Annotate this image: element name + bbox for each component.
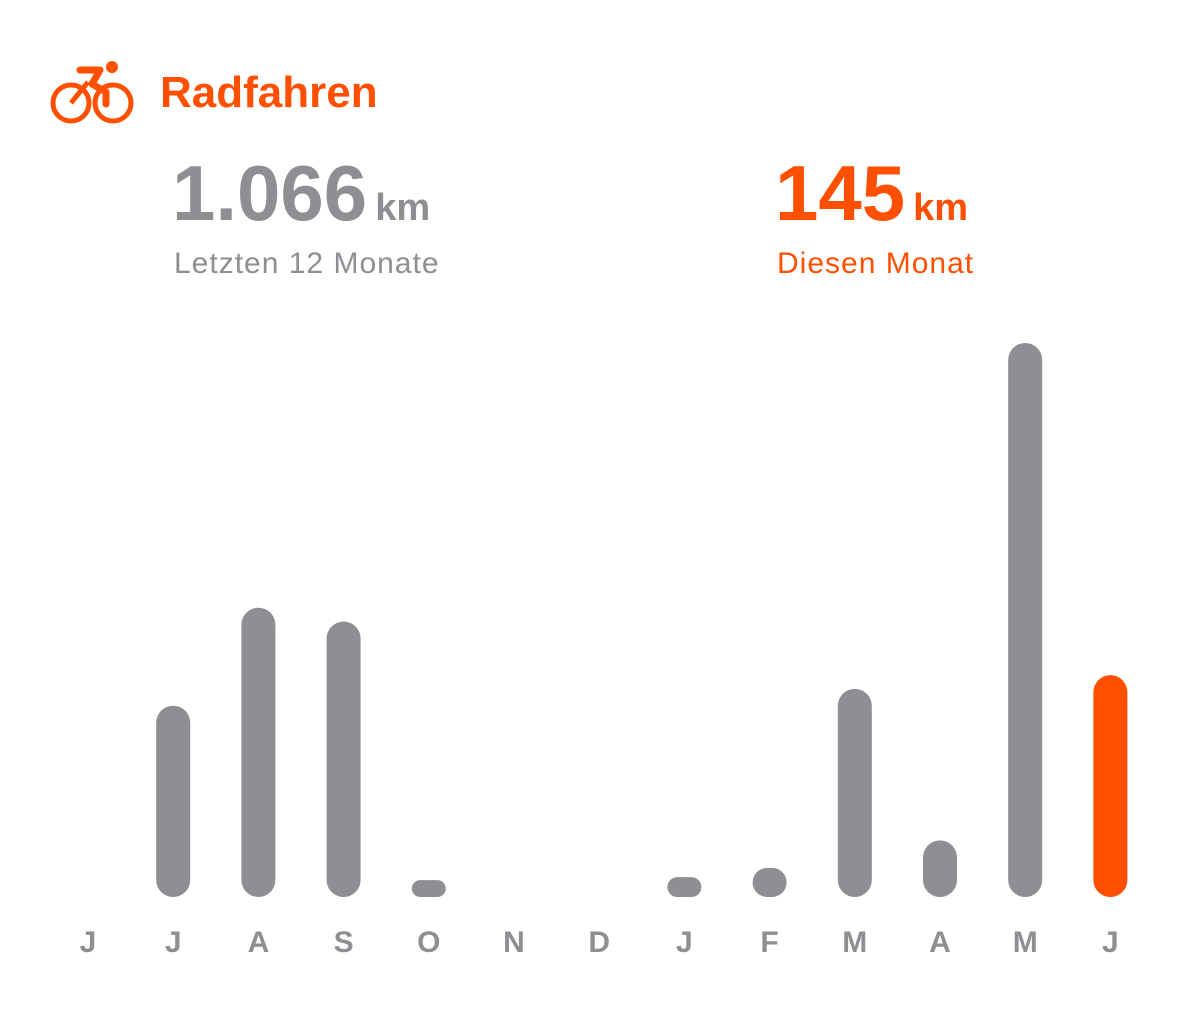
stat-number: 1.066	[172, 149, 367, 237]
stat-unit: km	[913, 187, 968, 229]
bar	[241, 607, 276, 897]
x-tick-label: M	[1013, 926, 1038, 959]
bar	[1008, 343, 1043, 897]
bar	[667, 877, 702, 897]
x-tick-label: F	[760, 926, 778, 959]
bar	[1093, 675, 1128, 897]
bar	[411, 880, 446, 897]
x-tick-label: M	[842, 926, 867, 959]
stat-unit: km	[375, 187, 430, 229]
title: Radfahren	[160, 68, 378, 117]
bar	[156, 705, 191, 897]
x-tick-label: A	[248, 926, 270, 959]
x-tick-label: A	[929, 926, 951, 959]
stat-number: 145	[775, 149, 905, 237]
x-tick-label: O	[417, 926, 440, 959]
bar	[752, 867, 787, 897]
x-tick-label: N	[503, 926, 525, 959]
x-tick-label: S	[334, 926, 354, 959]
stat-value: 145 km	[775, 149, 968, 237]
x-tick-label: J	[676, 926, 693, 959]
bar	[923, 840, 957, 897]
bar	[837, 688, 872, 897]
stat-value: 1.066 km	[172, 149, 430, 237]
x-tick-label: J	[1102, 926, 1119, 959]
x-tick-label: J	[165, 926, 182, 959]
x-tick-label: J	[80, 926, 97, 959]
x-tick-label: D	[588, 926, 610, 959]
cycling-icon	[50, 61, 134, 124]
stat-label: Diesen Monat	[777, 247, 974, 280]
stat-label: Letzten 12 Monate	[174, 247, 440, 280]
bar	[326, 621, 361, 897]
